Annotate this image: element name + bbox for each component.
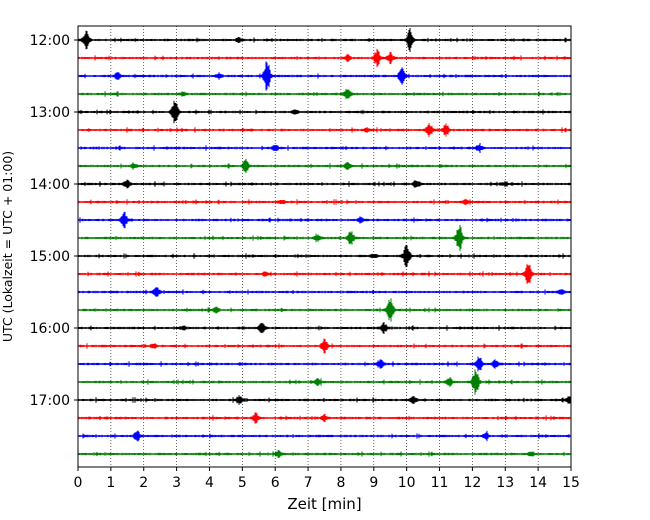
x-tick-label: 9 [369,475,378,491]
y-axis-label: UTC (Lokalzeit = UTC + 01:00) [0,151,15,342]
trace-1300 [77,100,572,124]
trace-1715 [77,412,572,424]
x-tick-label: 8 [336,475,345,491]
x-tick-label: 14 [529,475,547,491]
trace-1500 [77,244,572,268]
trace-1745 [77,450,572,458]
trace-1330 [77,143,572,153]
x-tick-label: 0 [74,475,83,491]
y-tick-label: 17:00 [30,393,70,409]
trace-1400 [77,179,572,189]
x-tick-label: 13 [496,475,514,491]
x-tick-label: 10 [398,475,416,491]
trace-1545 [77,298,572,322]
trace-1645 [77,369,572,395]
trace-1245 [77,88,572,100]
x-tick-label: 4 [205,475,214,491]
trace-1615 [77,338,572,354]
trace-1730 [77,430,572,442]
trace-lines [77,28,572,458]
y-axis-ticks: 12:00 13:00 14:00 15:00 16:00 17:00 [30,33,78,409]
trace-1415 [77,198,572,206]
trace-1200 [77,28,572,52]
y-tick-label: 16:00 [30,321,70,337]
y-tick-label: 15:00 [30,249,70,265]
trace-1530 [77,287,572,297]
trace-1215 [77,48,572,68]
y-tick-label: 12:00 [30,33,70,49]
trace-1430 [77,211,572,229]
x-axis-label: Zeit [min] [287,495,361,513]
x-tick-label: 3 [172,475,181,491]
trace-1600 [77,322,572,334]
y-tick-label: 13:00 [30,105,70,121]
y-tick-label: 14:00 [30,177,70,193]
x-tick-label: 5 [238,475,247,491]
trace-1630 [77,356,572,372]
x-tick-label: 7 [304,475,313,491]
x-axis-ticks: 0 1 2 3 4 5 6 7 8 9 10 11 12 13 14 15 [74,467,580,491]
trace-1700 [77,395,572,405]
x-tick-label: 1 [106,475,115,491]
x-tick-label: 2 [139,475,148,491]
trace-1515 [77,264,572,284]
trace-1345 [77,158,572,174]
trace-1230 [77,61,572,91]
x-tick-label: 15 [562,475,580,491]
trace-1445 [77,224,572,252]
trace-1315 [77,123,572,137]
x-tick-label: 11 [431,475,449,491]
plot-frame [77,25,572,468]
x-tick-label: 6 [271,475,280,491]
x-tick-label: 12 [463,475,481,491]
